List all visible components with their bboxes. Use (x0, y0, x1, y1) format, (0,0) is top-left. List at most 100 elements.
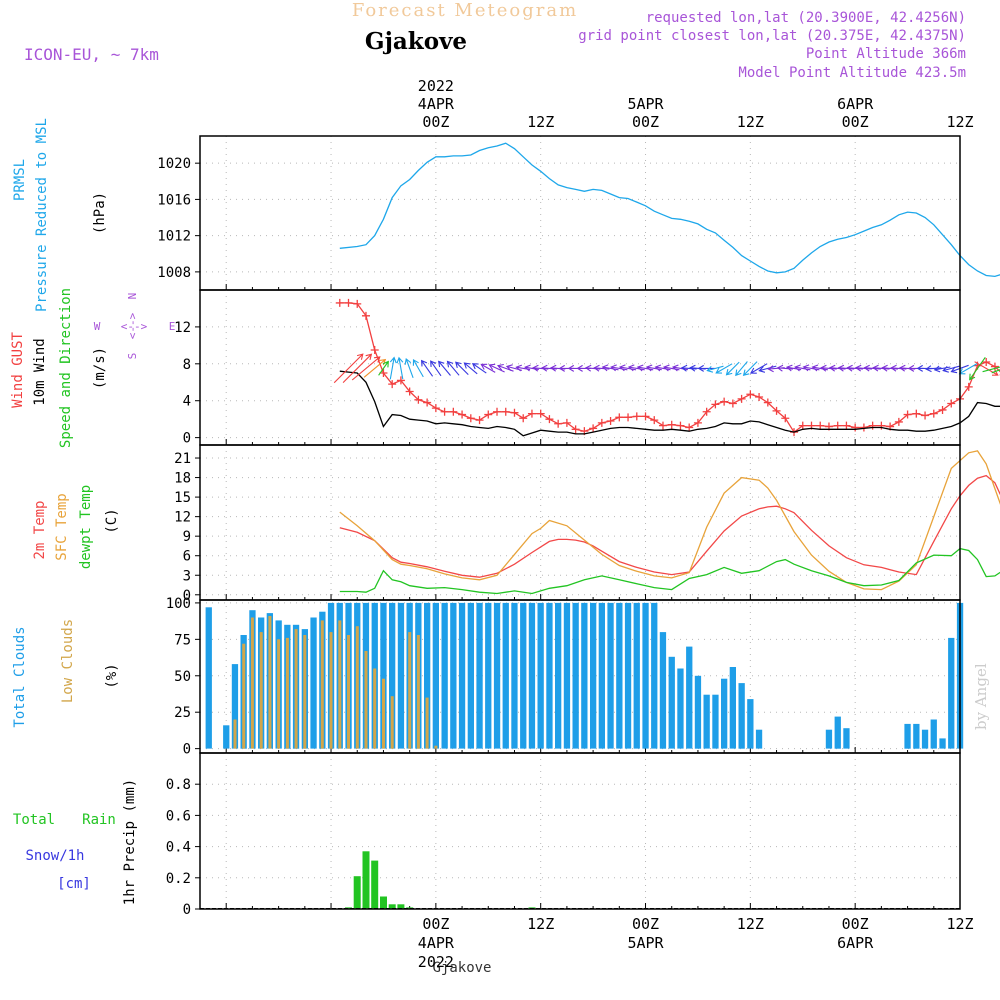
y-tick-label: 0.2 (166, 871, 191, 887)
gust-marker (335, 298, 344, 307)
total-cloud-bar (450, 602, 457, 749)
temp-label-dewpt: dewpt Temp (78, 485, 94, 569)
gust-marker (737, 394, 746, 403)
wind-arrow (828, 364, 846, 372)
compass-n: N (126, 293, 139, 300)
total-cloud-bar (231, 664, 239, 749)
product-title: Forecast Meteogram (352, 0, 578, 21)
clouds-panel: Total Clouds Low Clouds (%) 0 25 50 75 100 (12, 596, 964, 758)
gust-marker (361, 311, 370, 320)
gust-marker (475, 416, 484, 425)
gust-marker (894, 417, 903, 426)
y-tick-label: 4 (183, 394, 191, 410)
precip-label-total: Total (13, 812, 55, 828)
time-label-top: 12Z (946, 113, 973, 131)
gust-marker (868, 421, 877, 430)
total-cloud-bar (651, 602, 658, 749)
wind-arrow (671, 364, 688, 372)
gust-marker (615, 413, 624, 422)
total-cloud-bar (476, 602, 483, 749)
gust-marker (755, 393, 764, 402)
wind-arrow (925, 365, 942, 373)
total-cloud-bar (930, 719, 937, 749)
precip-bar (362, 851, 370, 909)
total-cloud-bar (441, 602, 448, 749)
wind-arrow (333, 353, 364, 384)
compass-s: S (126, 353, 139, 360)
total-cloud-bar (493, 602, 501, 749)
pressure-label-prmsl: PRMSL (12, 159, 28, 201)
gust-marker (912, 409, 921, 418)
wind-label-gust: Wind GUST (10, 332, 26, 408)
wind-arrow (420, 359, 434, 377)
precip-bar (388, 904, 396, 909)
wind-arrow (610, 364, 628, 372)
low-cloud-bar (382, 678, 385, 749)
total-cloud-bar (502, 602, 509, 749)
gust-marker (466, 414, 475, 423)
wind-arrow (725, 361, 740, 376)
gust-marker (606, 417, 615, 426)
low-cloud-bar (277, 639, 281, 749)
gust-marker (781, 414, 790, 423)
gust-marker (833, 421, 842, 430)
total-cloud-bar (389, 602, 396, 749)
gust-marker (344, 298, 353, 307)
wind-arrow (837, 364, 855, 372)
low-cloud-bar (364, 651, 368, 749)
gust-marker (921, 411, 930, 420)
precip-label-rain: Rain (82, 812, 116, 828)
total-cloud-bar (659, 632, 667, 749)
low-cloud-bar (233, 719, 237, 749)
total-cloud-bar (537, 602, 544, 749)
wind-arrow (584, 364, 601, 372)
total-cloud-bar (511, 602, 518, 749)
low-cloud-bar (408, 632, 412, 749)
wind-arrow (636, 364, 654, 372)
model-name: ICON-EU, ~ 7km (24, 45, 159, 64)
wind-arrow (430, 360, 442, 377)
wind-arrow (697, 364, 715, 372)
wind-arrow (942, 365, 960, 373)
wind-arrow (715, 363, 733, 374)
time-label-top: 00Z (842, 113, 869, 131)
time-label-bottom: 00Z (632, 915, 659, 933)
precip-bar (371, 860, 379, 909)
precip-bar (397, 904, 405, 909)
precip-label-snow: Snow/1h (25, 848, 84, 864)
wind-label-unit: (m/s) (92, 347, 108, 389)
gust-marker (990, 362, 999, 371)
y-tick-label: 25 (174, 705, 191, 721)
y-tick-label: 12 (174, 510, 191, 526)
low-cloud-bar (347, 635, 350, 749)
y-tick-label: 0 (183, 588, 191, 604)
wind-arrow (846, 364, 863, 372)
time-label-top: 00Z (422, 113, 449, 131)
panel-frame (199, 135, 961, 291)
wind-arrow (438, 360, 451, 376)
gust-marker (458, 410, 467, 419)
wind-arrow (991, 369, 1000, 374)
low-cloud-bar (373, 668, 377, 749)
gust-marker (353, 299, 362, 308)
wind-label-speeddir: Speed and Direction (58, 288, 74, 448)
y-tick-label: 1016 (157, 192, 191, 208)
gust-marker (903, 410, 912, 419)
time-label-bottom: 4APR (418, 934, 455, 952)
compass-vertical-arrow: <--> (126, 312, 139, 339)
gust-marker (396, 376, 405, 385)
precip-bar (353, 876, 361, 909)
wind-arrow (446, 360, 460, 376)
gust-marker (562, 418, 571, 427)
gust-marker (510, 408, 519, 417)
low-cloud-bar (242, 643, 246, 749)
y-tick-label: 8 (183, 357, 191, 373)
low-cloud-bar (338, 620, 342, 749)
time-label-bottom: 00Z (422, 915, 449, 933)
low-cloud-bar (434, 745, 438, 749)
time-label-bottom: 12Z (946, 915, 973, 933)
total-cloud-bar (633, 602, 640, 749)
total-cloud-bar (677, 668, 684, 749)
time-label-bottom: 2022 (418, 953, 454, 971)
